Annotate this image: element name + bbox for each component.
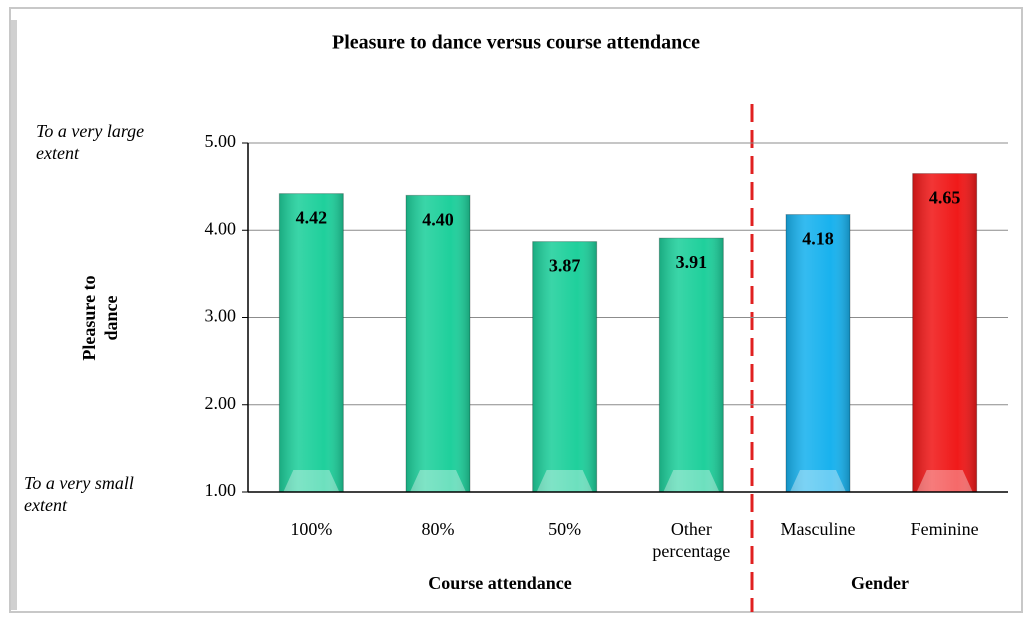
bar-highlight xyxy=(790,470,846,492)
y-axis-label: Pleasure to dance xyxy=(79,275,121,361)
bar-shine xyxy=(532,241,597,492)
y-tick-label: 1.00 xyxy=(205,480,237,500)
bar-highlight xyxy=(410,470,466,492)
bar-shine xyxy=(406,195,470,492)
data-label: 4.18 xyxy=(802,229,834,249)
data-label: 4.65 xyxy=(929,188,961,208)
group-label: Gender xyxy=(851,573,909,593)
group-label: Course attendance xyxy=(428,573,572,593)
bar-highlight xyxy=(916,470,973,492)
bar-highlight xyxy=(536,470,593,492)
y-tick-label: 3.00 xyxy=(205,306,237,326)
data-label: 4.40 xyxy=(422,209,454,229)
bar-highlight xyxy=(663,470,720,492)
x-tick-label: 100% xyxy=(290,519,333,539)
bar-shine xyxy=(912,173,977,492)
x-tick-label: Other percentage xyxy=(652,519,731,561)
x-tick-label: 50% xyxy=(548,519,582,539)
x-tick-label: 80% xyxy=(421,519,455,539)
bar-highlight xyxy=(283,470,340,492)
bar-shine xyxy=(659,238,724,492)
data-label: 4.42 xyxy=(296,208,328,228)
bar-shine xyxy=(786,214,850,493)
chart-title: Pleasure to dance versus course attendan… xyxy=(332,32,700,54)
data-label: 3.91 xyxy=(676,252,708,272)
data-label: 3.87 xyxy=(549,256,581,276)
y-tick-label: 5.00 xyxy=(205,131,237,151)
annotation: To a very large extent xyxy=(36,121,145,163)
annotation: To a very small extent xyxy=(24,473,134,515)
x-tick-label: Masculine xyxy=(780,519,856,539)
bar-shine xyxy=(279,193,344,493)
x-tick-label: Feminine xyxy=(910,519,979,539)
frame xyxy=(9,7,1023,613)
y-tick-label: 4.00 xyxy=(205,218,237,238)
y-tick-label: 2.00 xyxy=(205,393,237,413)
